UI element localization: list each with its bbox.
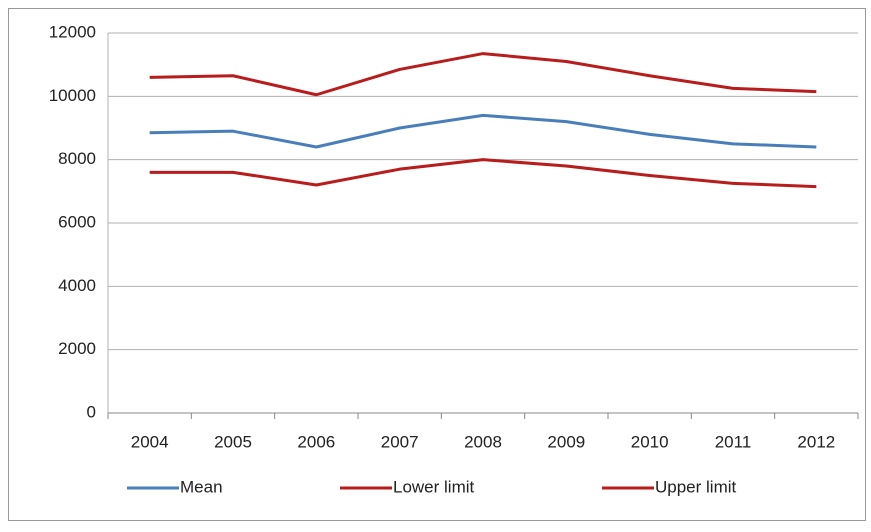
y-tick-label: 8000 xyxy=(58,149,96,168)
series-line xyxy=(149,158,817,189)
y-tick-label: 6000 xyxy=(58,212,96,231)
legend-label: Upper limit xyxy=(655,477,737,496)
x-tick-label: 2010 xyxy=(631,432,669,451)
x-tick-label: 2004 xyxy=(131,432,169,451)
x-tick-label: 2012 xyxy=(797,432,835,451)
legend-label: Lower limit xyxy=(393,477,475,496)
x-tick-label: 2007 xyxy=(381,432,419,451)
chart-frame xyxy=(8,8,866,521)
y-tick-label: 4000 xyxy=(58,276,96,295)
y-tick-label: 0 xyxy=(87,402,96,421)
x-tick-label: 2005 xyxy=(214,432,252,451)
y-tick-label: 10000 xyxy=(49,86,96,105)
x-tick-label: 2006 xyxy=(297,432,335,451)
x-tick-label: 2008 xyxy=(464,432,502,451)
x-tick-label: 2009 xyxy=(547,432,585,451)
y-tick-label: 12000 xyxy=(49,22,96,41)
series-line xyxy=(149,113,817,149)
legend-label: Mean xyxy=(180,477,223,496)
series-line xyxy=(149,52,817,97)
y-tick-label: 2000 xyxy=(58,339,96,358)
x-tick-label: 2011 xyxy=(715,432,752,451)
